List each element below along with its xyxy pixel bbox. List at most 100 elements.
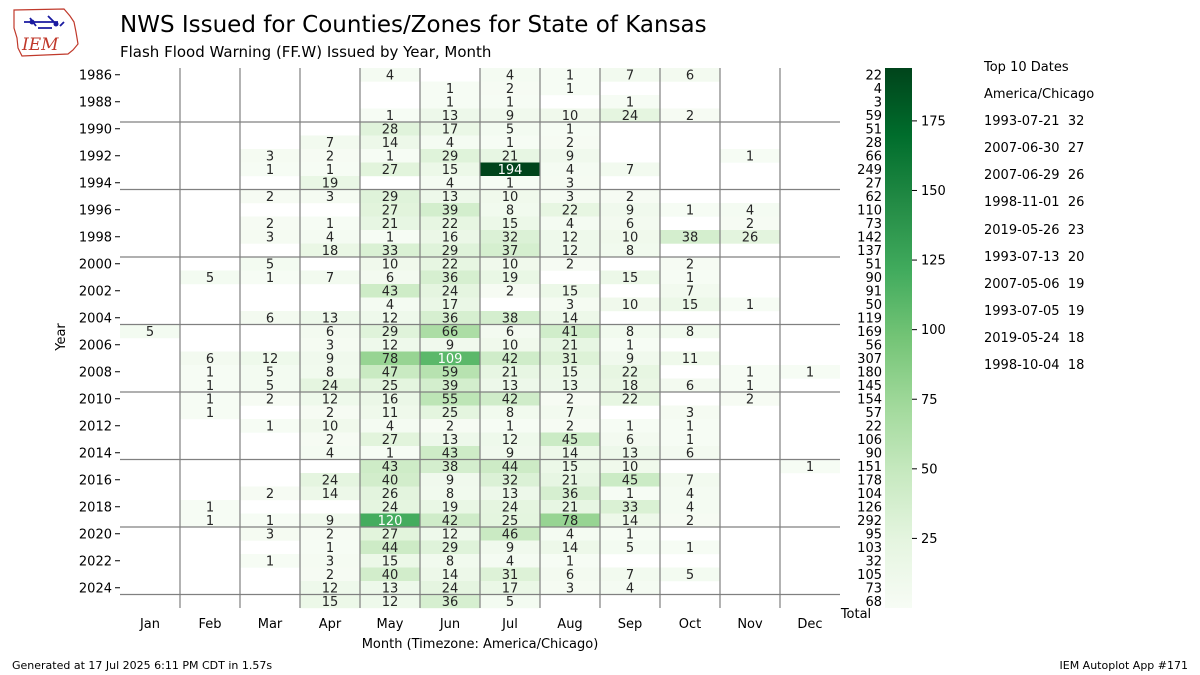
heatmap-cell [480, 554, 540, 568]
heatmap-cell [600, 378, 660, 393]
heatmap-cell-label: 1 [326, 541, 334, 556]
heatmap-cell-label: 66 [442, 325, 459, 340]
heatmap-cell [720, 297, 780, 312]
heatmap-cell [480, 176, 540, 190]
heatmap-cell [480, 189, 540, 204]
x-tick-label: Jan [139, 617, 160, 632]
heatmap-cell [420, 230, 480, 244]
y-tick-label: 1990 [79, 122, 112, 137]
heatmap-cell [600, 567, 660, 582]
year-totals: 2243595128662492762110731421375190915011… [857, 68, 882, 609]
heatmap-cell [600, 189, 660, 204]
heatmap-cell-label: 1 [326, 163, 334, 178]
heatmap-cell-label: 24 [382, 500, 399, 515]
chart-title: NWS Issued for Counties/Zones for State … [120, 12, 707, 38]
heatmap-cell [720, 149, 780, 163]
heatmap-cell-label: 3 [566, 176, 574, 191]
heatmap-cell [480, 392, 540, 406]
heatmap-cell [360, 567, 420, 582]
heatmap-cell [480, 540, 540, 555]
heatmap-cell [600, 216, 660, 231]
heatmap-cell [300, 405, 360, 420]
heatmap-cell [360, 311, 420, 325]
year-total: 22 [865, 419, 882, 434]
heatmap-cell-label: 15 [562, 460, 579, 475]
heatmap-cell-label: 1 [206, 406, 214, 421]
heatmap-cell [420, 405, 480, 420]
heatmap-cell-label: 32 [502, 473, 519, 488]
heatmap-cell [360, 392, 420, 406]
heatmap-cell-label: 2 [746, 392, 754, 407]
heatmap-cell-label: 1 [266, 554, 274, 569]
heatmap-cell-label: 16 [442, 230, 459, 245]
year-total: 56 [865, 338, 882, 353]
heatmap-cell-label: 43 [382, 460, 399, 475]
colorbar-tick-label: 25 [921, 532, 938, 547]
heatmap-cell [600, 338, 660, 352]
heatmap-cell [420, 446, 480, 460]
heatmap-cell [540, 68, 600, 82]
heatmap-cell [660, 500, 720, 514]
heatmap-cell [300, 567, 360, 582]
heatmap-cell [540, 513, 600, 528]
heatmap-cell-label: 194 [498, 163, 523, 178]
heatmap-cell [420, 500, 480, 514]
heatmap-cell-label: 13 [442, 109, 459, 124]
heatmap-cell [240, 419, 300, 433]
heatmap-cell [540, 324, 600, 339]
heatmap-cell [540, 351, 600, 366]
heatmap-cell [300, 554, 360, 568]
heatmap-cell [360, 581, 420, 595]
heatmap-cell [600, 527, 660, 541]
y-tick-label: 1986 [79, 68, 112, 83]
top-10-dates-panel: Top 10 Dates America/Chicago 1993-07-21 32… [984, 54, 1094, 379]
heatmap-cell [360, 405, 420, 420]
heatmap-cell [480, 108, 540, 123]
heatmap-cell-label: 16 [382, 392, 399, 407]
heatmap-cell-label: 18 [622, 379, 639, 394]
heatmap-cell [480, 446, 540, 460]
heatmap-cell-label: 10 [382, 257, 399, 272]
year-total: 180 [857, 365, 882, 380]
heatmap-cell [600, 230, 660, 244]
heatmap-cell [600, 351, 660, 366]
year-total: 103 [857, 541, 882, 556]
y-tick-label: 2006 [79, 338, 112, 353]
heatmap-cell-label: 13 [322, 311, 339, 326]
heatmap-cell-label: 55 [442, 392, 459, 407]
heatmap-cell-label: 29 [382, 325, 399, 340]
heatmap-cell [300, 338, 360, 352]
iem-logo-text: IEM [21, 35, 59, 55]
heatmap-cell-label: 12 [322, 581, 339, 596]
heatmap-cell-label: 1 [566, 122, 574, 137]
heatmap-cell [420, 365, 480, 379]
heatmap-cell-label: 9 [506, 446, 514, 461]
heatmap-cell-label: 7 [626, 568, 634, 583]
heatmap-cell [600, 581, 660, 595]
year-total: 90 [865, 271, 882, 286]
heatmap-cell [660, 230, 720, 244]
heatmap-cell-label: 27 [382, 163, 399, 178]
heatmap-cell-label: 2 [686, 514, 694, 529]
heatmap-cell-label: 5 [686, 568, 694, 583]
heatmap-cell [420, 257, 480, 271]
y-tick-label: 2000 [79, 257, 112, 272]
heatmap-cell-label: 22 [622, 392, 639, 407]
heatmap-cell [360, 594, 420, 609]
heatmap-cell-label: 33 [382, 244, 399, 259]
x-axis: Jan Feb Mar Apr May Jun Jul Aug Sep Oct Nov Dec [139, 617, 823, 632]
heatmap-cell-label: 21 [502, 149, 519, 164]
heatmap-cell [300, 243, 360, 258]
heatmap-cell-label: 2 [326, 568, 334, 583]
heatmap-cell [300, 270, 360, 285]
year-total: 105 [857, 568, 882, 583]
heatmap-cell-label: 15 [382, 554, 399, 569]
heatmap-cell [540, 257, 600, 271]
year-total: 169 [857, 325, 882, 340]
heatmap-cell-label: 36 [442, 271, 459, 286]
heatmap-cell [600, 513, 660, 528]
heatmap-cell-label: 2 [266, 392, 274, 407]
heatmap-cell [480, 338, 540, 352]
heatmap-cell [360, 230, 420, 244]
heatmap-cell [660, 324, 720, 339]
